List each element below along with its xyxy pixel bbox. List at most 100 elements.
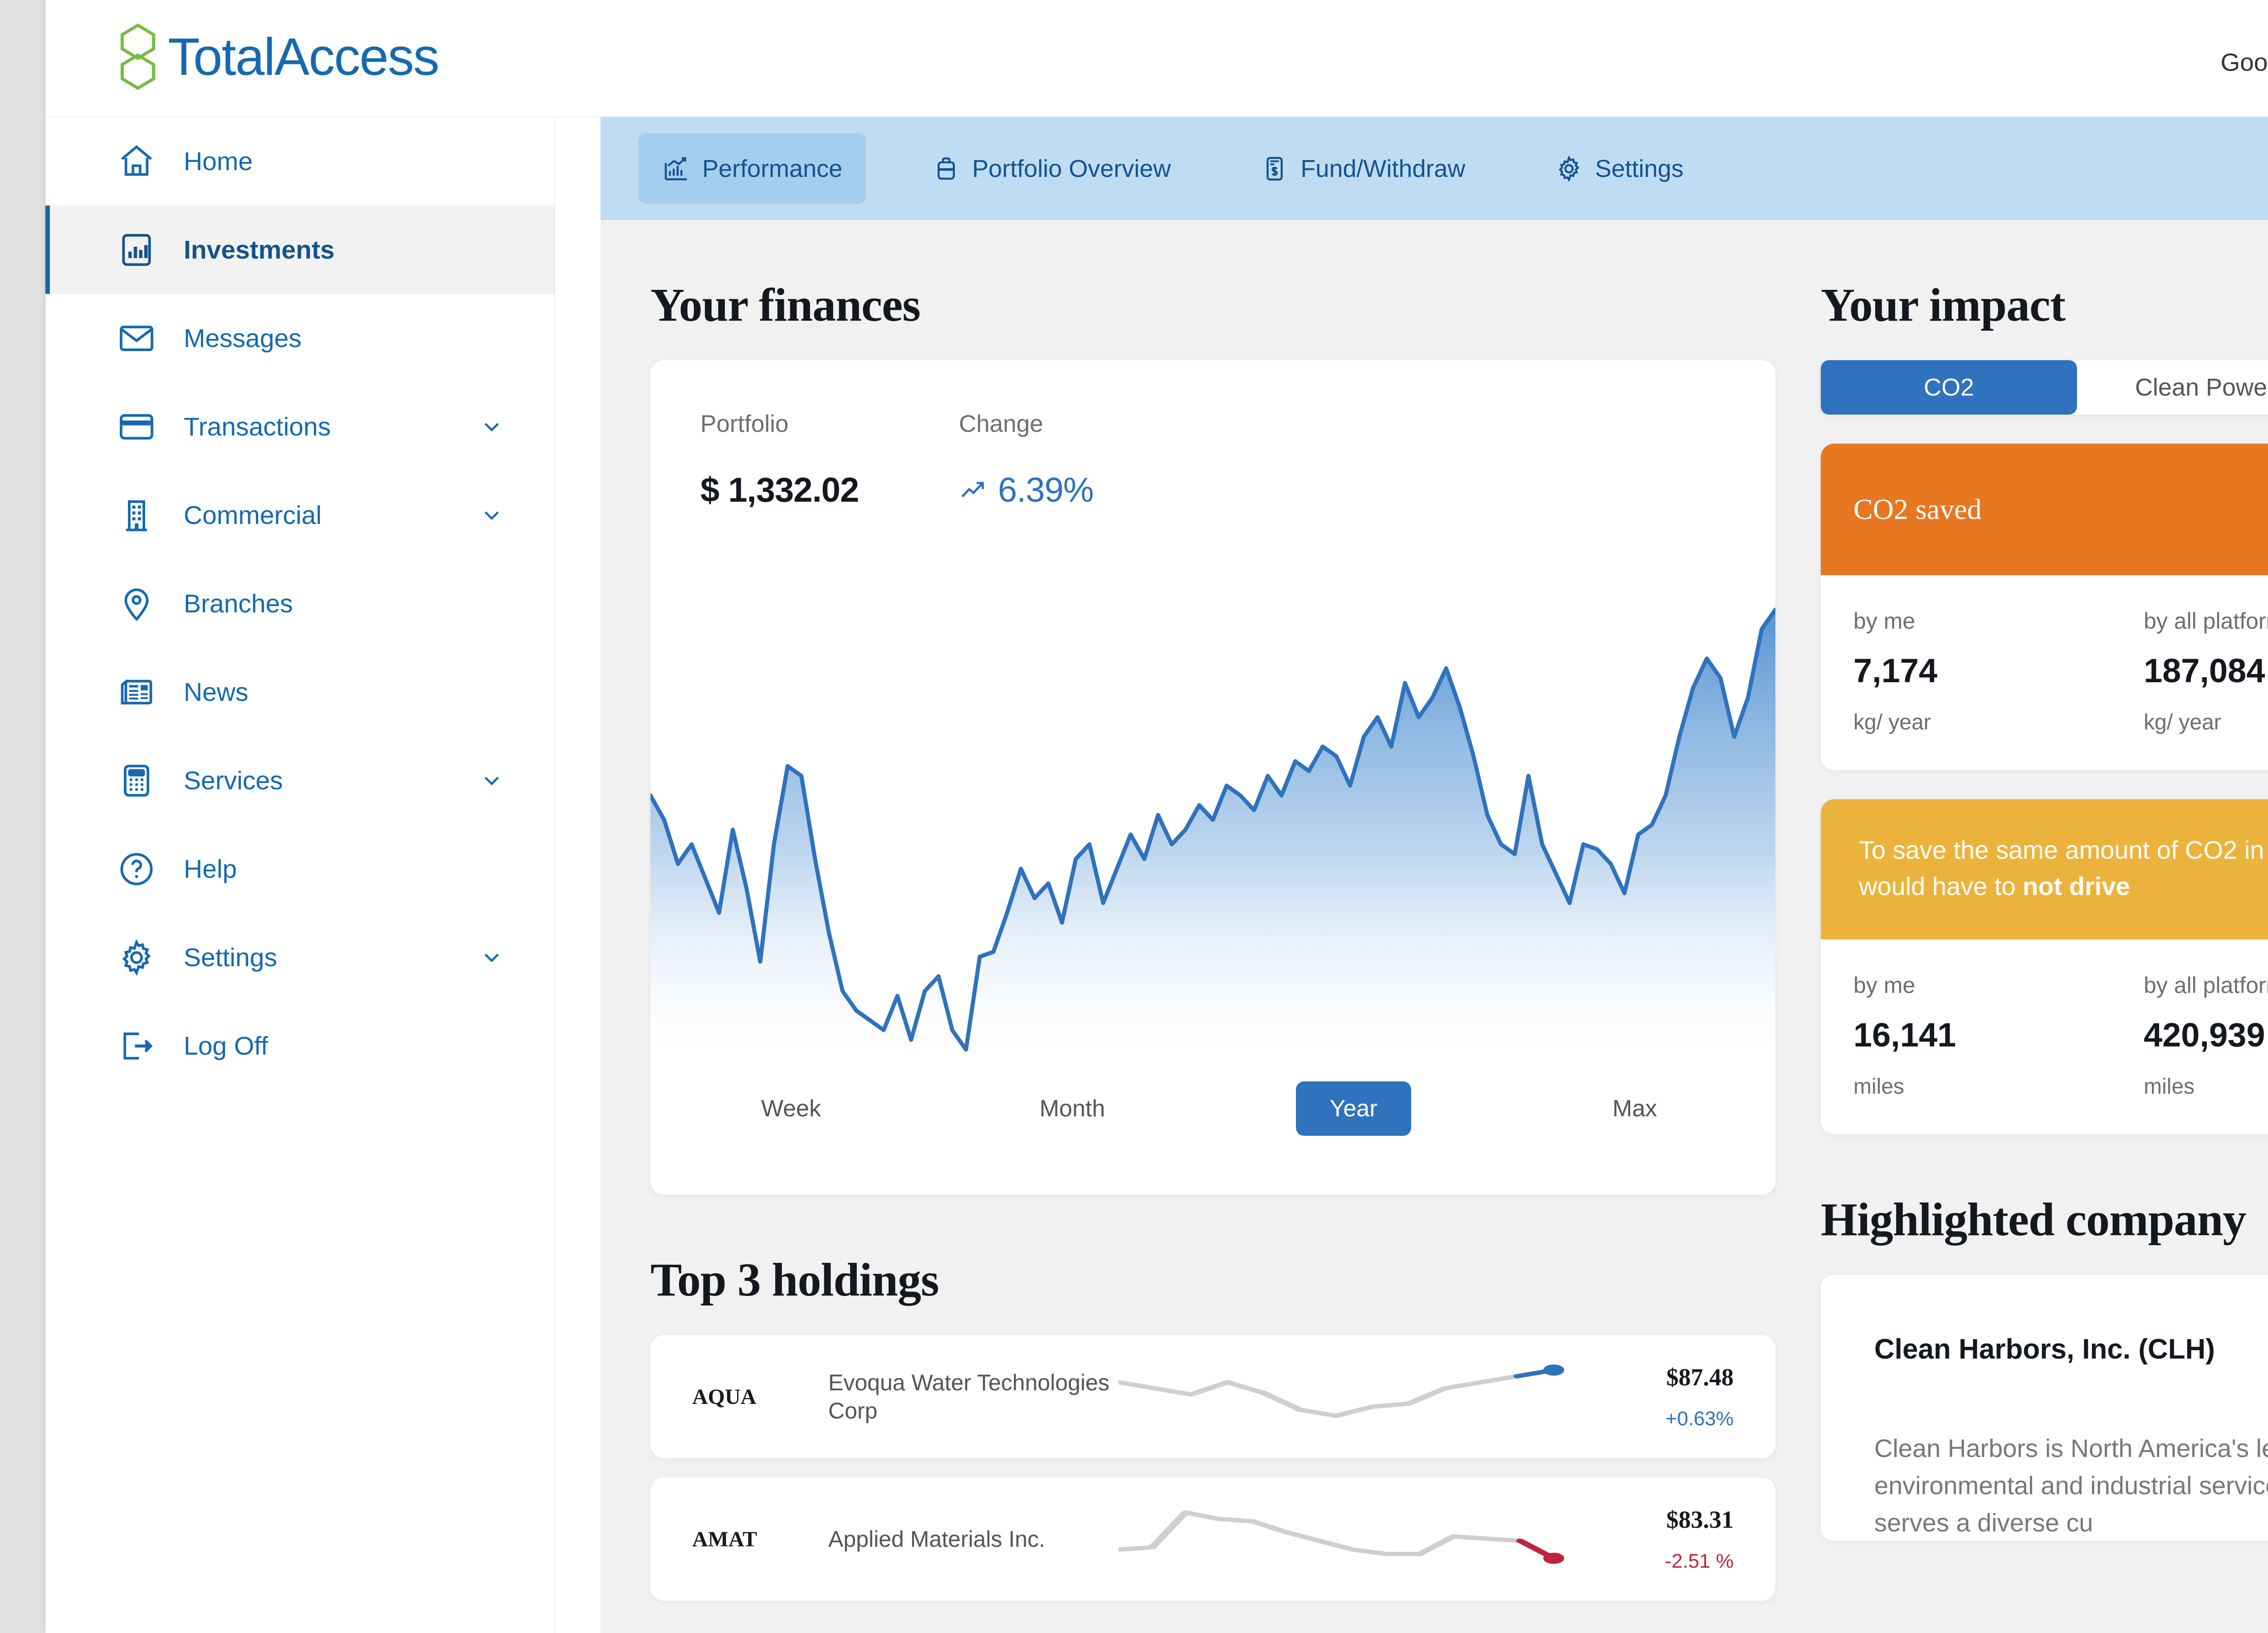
sidebar-label: Commercial (184, 500, 322, 530)
co2-stat-all-users: by all platform users 187,084 kg/ year (2144, 608, 2268, 735)
impact-title: Your impact (1821, 279, 2066, 331)
co2-saved-card: CO2 saved (1821, 444, 2268, 770)
chevron-down-icon[interactable] (479, 414, 504, 440)
main-content: Your finances Portfolio $ 1,332.02 Chang… (601, 220, 2268, 1633)
app-logo[interactable]: TotalAccess (114, 23, 440, 91)
question-circle-icon (116, 848, 157, 890)
tab-performance[interactable]: Performance (639, 133, 866, 204)
bar-chart-icon (116, 229, 157, 271)
not-drive-banner: To save the same amount of CO2 in an ave… (1821, 799, 2268, 940)
co2-stats: by me 7,174 kg/ year by all platform use… (1821, 575, 2268, 770)
holding-row-amat[interactable]: AMAT Applied Materials Inc. $83.31 -2.51… (650, 1477, 1775, 1601)
stat-unit: kg/ year (2144, 710, 2221, 734)
sidebar-item-messages[interactable]: Messages (45, 294, 554, 382)
toggle-option-co2[interactable]: CO2 (1821, 360, 2077, 415)
holding-values: $87.48 +0.63% (1584, 1363, 1734, 1430)
stat-label: by me (1853, 608, 1916, 634)
envelope-icon (116, 318, 157, 359)
sidebar-nav: Home Investments Messages Transactions (45, 117, 555, 1633)
company-name: Clean Harbors, Inc. (CLH) (1874, 1333, 2215, 1365)
sidebar-item-news[interactable]: News (45, 648, 554, 736)
change-value: 6.39% (998, 471, 1094, 509)
sidebar-label: Investments (184, 235, 335, 264)
company-description: Clean Harbors is North America's leading… (1874, 1434, 2268, 1537)
chevron-down-icon[interactable] (479, 503, 504, 528)
holding-row-aqua[interactable]: AQUA Evoqua Water Technologies Corp $87.… (650, 1335, 1775, 1458)
co2-stat-by-me: by me 7,174 kg/ year (1853, 608, 2144, 735)
chevron-down-icon[interactable] (479, 768, 504, 793)
sidebar-item-help[interactable]: Help (45, 825, 554, 913)
sidebar-item-services[interactable]: Services (45, 736, 554, 825)
home-icon (116, 141, 157, 182)
tab-settings[interactable]: Settings (1531, 133, 1707, 204)
stat-label: by all platform users (2144, 608, 2268, 634)
sidebar-item-home[interactable]: Home (45, 117, 554, 205)
sidebar-item-investments[interactable]: Investments (45, 205, 554, 294)
right-column: Your impact CO2 Clean Power CO2 saved (1821, 220, 2268, 1620)
not-drive-text: To save the same amount of CO2 in an ave… (1859, 836, 2268, 900)
toggle-option-clean-power[interactable]: Clean Power (2135, 374, 2268, 401)
app-window: TotalAccess Good Morning, John Doe Home … (45, 0, 2268, 1633)
briefcase-icon (938, 157, 955, 180)
holdings-title: Top 3 holdings (650, 1254, 939, 1306)
sidebar-item-settings[interactable]: Settings (45, 913, 554, 1002)
sidebar-item-log-off[interactable]: Log Off (45, 1002, 554, 1090)
chevron-down-icon[interactable] (479, 945, 504, 970)
portfolio-value: $ 1,332.02 (700, 471, 859, 509)
tab-fund-withdraw[interactable]: Fund/Withdraw (1237, 133, 1489, 204)
company-title: Highlighted company (1821, 1193, 2246, 1246)
sidebar-label: Help (184, 854, 237, 884)
sidebar-label: News (184, 677, 249, 707)
tab-label: Fund/Withdraw (1300, 155, 1466, 182)
gear-icon (1559, 155, 1580, 182)
period-week[interactable]: Week (761, 1095, 821, 1122)
stat-value: 16,141 (1853, 1016, 1956, 1054)
period-max[interactable]: Max (1612, 1095, 1657, 1122)
sidebar-item-branches[interactable]: Branches (45, 559, 554, 648)
holding-delta: +0.63% (1665, 1408, 1734, 1430)
gear-icon (116, 937, 157, 978)
change-label: Change (959, 411, 1043, 437)
sidebar-label: Home (184, 147, 253, 176)
change-stat: Change 6.39% (959, 410, 1217, 510)
change-value-row: 6.39% (959, 470, 1217, 510)
period-month[interactable]: Month (1039, 1095, 1105, 1122)
building-icon (116, 494, 157, 536)
sidebar-label: Transactions (184, 412, 331, 441)
stat-value: 420,939 (2144, 1016, 2265, 1054)
portfolio-label: Portfolio (700, 411, 789, 437)
holding-ticker: AMAT (692, 1527, 758, 1551)
tab-label: Settings (1595, 155, 1684, 182)
co2-banner-title: CO2 saved (1853, 493, 1982, 525)
not-drive-card: To save the same amount of CO2 in an ave… (1821, 799, 2268, 1135)
smokestacks-illustration-icon (2247, 444, 2268, 575)
trend-chart-icon (665, 157, 687, 180)
tab-bar: Performance Portfolio Overview Fund/With… (601, 117, 2268, 220)
finances-title: Your finances (650, 279, 921, 331)
sidebar-label: Services (184, 766, 283, 795)
sidebar-label: Messages (184, 323, 302, 353)
finance-card: Portfolio $ 1,332.02 Change 6.39% (650, 360, 1775, 1195)
money-bill-icon (1266, 156, 1283, 181)
sidebar-item-commercial[interactable]: Commercial (45, 471, 554, 559)
tab-label: Portfolio Overview (972, 155, 1171, 182)
logout-icon (116, 1025, 157, 1067)
tab-portfolio-overview[interactable]: Portfolio Overview (909, 133, 1194, 204)
sidebar-item-transactions[interactable]: Transactions (45, 382, 554, 471)
drive-stat-by-me: by me 16,141 miles (1853, 972, 2144, 1099)
holding-ticker: AQUA (692, 1384, 757, 1409)
drive-stats: by me 16,141 miles by all platform users… (1821, 939, 2268, 1134)
period-year[interactable]: Year (1213, 1081, 1494, 1136)
trend-up-arrow-icon (961, 481, 984, 497)
stat-label: by me (1853, 973, 1916, 998)
sidebar-label: Branches (184, 589, 293, 618)
calculator-icon (116, 760, 157, 802)
portfolio-stat: Portfolio $ 1,332.02 (700, 410, 959, 510)
holding-sparkline-aqua (1119, 1363, 1584, 1431)
period-selector: Week Month Year Max (650, 1081, 1775, 1136)
hexagon-chain-logo-icon (120, 23, 156, 90)
impact-toggle: CO2 Clean Power (1821, 360, 2268, 415)
tab-label: Performance (702, 155, 843, 182)
stat-unit: kg/ year (1853, 710, 1931, 734)
